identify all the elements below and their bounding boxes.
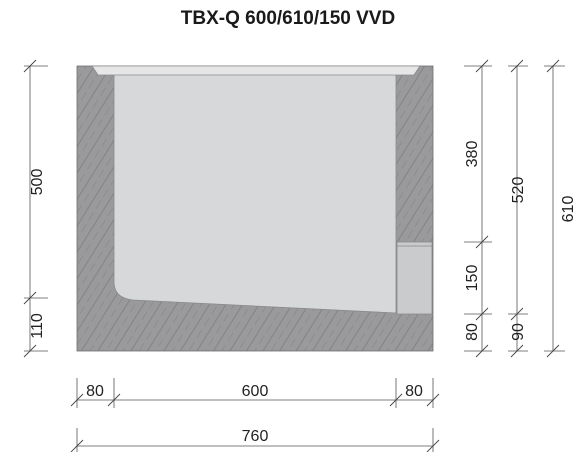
- dim-bottom-80-right: 80: [405, 383, 423, 400]
- dim-right-150: 150: [464, 265, 481, 292]
- drawing-title: TBX-Q 600/610/150 VVD: [180, 8, 396, 29]
- dim-bottom-80-left: 80: [86, 383, 104, 400]
- grating: [91, 65, 421, 76]
- dim-right-610: 610: [560, 196, 576, 223]
- right-dimension-line-a: [464, 59, 492, 358]
- dim-right-520: 520: [510, 177, 527, 204]
- outlet-spigot: [396, 241, 433, 315]
- right-dimension-line-b: [508, 59, 528, 358]
- dim-right-380: 380: [464, 141, 481, 168]
- dim-right-90: 90: [510, 323, 527, 341]
- dim-bottom-760: 760: [242, 428, 269, 445]
- bottom-dimension-line-parts: [70, 378, 440, 408]
- dim-right-80: 80: [464, 323, 481, 341]
- dim-left-110: 110: [29, 313, 46, 339]
- bottom-dimension-line-total: [70, 428, 440, 452]
- dim-bottom-600: 600: [242, 383, 269, 400]
- right-dimension-line-c: [544, 59, 565, 358]
- left-dimension-line: [23, 59, 48, 358]
- dim-left-500: 500: [29, 169, 46, 196]
- channel-profile: [113, 73, 397, 314]
